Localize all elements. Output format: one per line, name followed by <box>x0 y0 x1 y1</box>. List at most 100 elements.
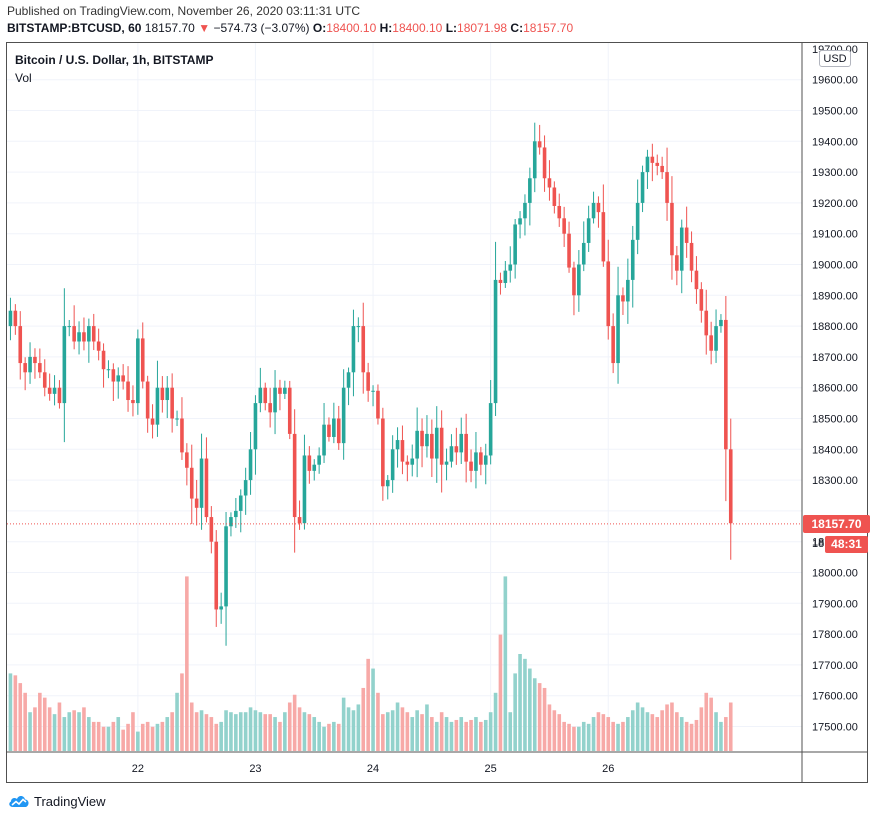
price-tick-label: 18600.00 <box>812 383 858 395</box>
price-tick-label: 17900.00 <box>812 598 858 610</box>
volume-bar <box>42 697 47 751</box>
volume-bar <box>508 712 513 751</box>
candle-body <box>263 387 268 404</box>
candle-body <box>371 390 375 392</box>
candle-body <box>302 455 307 524</box>
volume-bar <box>381 714 385 751</box>
candle-body <box>287 387 292 434</box>
candle-body <box>640 172 645 203</box>
candle-body <box>91 326 96 342</box>
candle-body <box>694 270 699 290</box>
candle-body <box>72 326 76 342</box>
volume-bar <box>454 719 459 751</box>
candle-body <box>317 455 321 465</box>
volume-bar <box>635 702 640 751</box>
volume-bar <box>483 719 488 751</box>
hidden-price-label: 18 <box>812 538 824 550</box>
volume-bar <box>47 707 52 751</box>
volume-bar <box>180 673 184 751</box>
candle-body <box>611 326 615 364</box>
candle-body <box>581 242 586 265</box>
volume-bar <box>351 710 356 751</box>
candle-body <box>82 332 86 342</box>
volume-bar <box>170 712 174 751</box>
candle-body <box>155 387 160 425</box>
volume-bar <box>523 658 527 751</box>
volume-bar <box>596 712 601 751</box>
candle-body <box>199 458 204 508</box>
price-tick-label: 18400.00 <box>812 444 858 456</box>
candle-body <box>532 141 537 179</box>
price-tick-label: 19200.00 <box>812 198 858 210</box>
volume-bar <box>253 710 258 751</box>
candle-body <box>635 202 640 240</box>
candle-body <box>273 387 277 413</box>
candle-body <box>28 356 32 373</box>
volume-bar <box>317 721 321 751</box>
candle-body <box>131 400 135 404</box>
published-caption: Published on TradingView.com, November 2… <box>7 4 361 18</box>
candle-body <box>542 147 547 179</box>
candle-body <box>175 418 179 420</box>
candle-body <box>111 369 116 382</box>
volume-bar <box>155 723 160 751</box>
volume-bar <box>150 726 155 751</box>
volume-bar <box>645 712 650 751</box>
volume-bar <box>131 712 135 751</box>
volume-bar <box>371 668 375 751</box>
candle-body <box>596 202 601 213</box>
candle-body <box>650 156 655 163</box>
candle-body <box>77 332 81 342</box>
volume-bar <box>434 721 439 751</box>
volume-bar <box>258 712 263 751</box>
candle-body <box>57 387 62 404</box>
candle-body <box>126 381 130 401</box>
volume-bar <box>101 726 106 751</box>
candle-body <box>258 387 263 404</box>
candle-body <box>283 387 287 394</box>
candle-body <box>488 403 493 456</box>
candle-body <box>351 326 356 373</box>
candle-body <box>665 172 669 203</box>
volume-bar <box>547 704 552 751</box>
candle-body <box>714 326 718 351</box>
candle-body <box>420 430 424 447</box>
volume-bar <box>464 721 468 751</box>
volume-bar <box>425 704 429 751</box>
legend-volume: Vol <box>15 71 32 85</box>
tradingview-brand[interactable]: TradingView <box>8 791 106 811</box>
volume-bar <box>165 717 170 751</box>
candle-body <box>655 162 660 166</box>
volume-bar <box>185 576 189 751</box>
volume-bar <box>572 726 576 751</box>
volume-bar <box>689 723 694 751</box>
candle-body <box>390 449 395 481</box>
volume-bar <box>136 731 140 751</box>
candle-body <box>626 279 630 302</box>
candle-body <box>292 433 297 518</box>
volume-bar <box>189 702 194 751</box>
volume-bar <box>175 692 179 751</box>
volume-bar <box>611 721 615 751</box>
candle-body <box>67 326 72 328</box>
volume-bar <box>400 707 405 751</box>
candle-body <box>405 461 410 465</box>
time-tick-label: 24 <box>367 763 379 775</box>
price-tick-label: 18800.00 <box>812 321 858 333</box>
candle-body <box>356 326 361 328</box>
volume-bar <box>273 717 277 751</box>
candle-body <box>297 517 302 524</box>
legend-title: Bitcoin / U.S. Dollar, 1h, BITSTAMP <box>15 53 214 67</box>
candle-body <box>444 461 449 465</box>
candle-body <box>23 363 27 373</box>
candle-body <box>474 452 478 471</box>
price-tick-label: 18900.00 <box>812 290 858 302</box>
volume-bar <box>28 712 32 751</box>
volume-bar <box>542 687 547 751</box>
currency-button[interactable]: USD <box>819 50 851 67</box>
candle-body <box>366 372 370 391</box>
candle-body <box>219 606 223 610</box>
volume-bar <box>121 729 125 751</box>
volume-bar <box>199 710 204 751</box>
